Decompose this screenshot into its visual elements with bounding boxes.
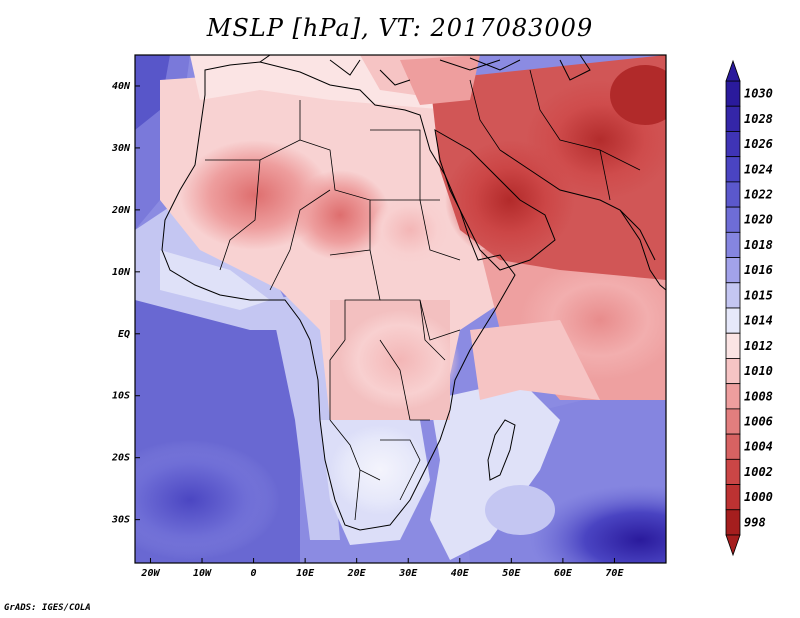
lat-tick-label: 30S	[111, 515, 130, 526]
lon-tick-label: 50E	[502, 568, 521, 579]
colorbar-swatch	[725, 332, 741, 359]
lon-tick-label: 20E	[347, 568, 367, 579]
colorbar-label: 1018	[744, 238, 773, 252]
lon-tick-label: 60E	[554, 568, 573, 579]
colorbar-label: 1006	[744, 415, 773, 429]
footer-credit: GrADS: IGES/COLA	[4, 603, 91, 613]
colorbar-label: 1004	[744, 440, 773, 454]
colorbar-bottom-arrow	[725, 534, 741, 557]
colorbar-swatch	[725, 484, 741, 511]
colorbar-label: 1022	[744, 188, 773, 202]
lon-tick-label: 10W	[193, 568, 212, 579]
lat-tick-label: 30N	[111, 143, 131, 154]
country-borders	[205, 69, 641, 521]
colorbar-swatch	[725, 80, 741, 107]
lon-tick-label: 10E	[296, 568, 315, 579]
colorbar-label: 1014	[744, 314, 773, 328]
colorbar-swatch	[725, 383, 741, 410]
lon-tick-label: 20W	[140, 568, 160, 579]
lon-tick-label: 30E	[398, 568, 418, 579]
lat-tick-label: EQ	[118, 329, 130, 340]
colorbar-label: 1028	[744, 112, 773, 126]
lat-tick-label: 10N	[112, 267, 131, 278]
lat-tick-label: 40N	[112, 81, 131, 92]
coastlines	[161, 55, 666, 531]
colorbar-swatch	[725, 509, 741, 536]
lon-tick-label: 70E	[605, 568, 624, 579]
pressure-field	[135, 55, 666, 563]
colorbar-label: 1030	[744, 87, 773, 101]
colorbar-label: 1026	[744, 137, 773, 151]
colorbar-label: 998	[744, 515, 766, 529]
colorbar: 1030 1028 1026 1024 1022 1020 1018 1016 1015 1014…	[725, 59, 773, 557]
lat-tick-label: 20S	[111, 453, 130, 464]
colorbar-swatch	[725, 181, 741, 208]
colorbar-swatch	[725, 433, 741, 460]
colorbar-label: 1010	[744, 364, 773, 378]
colorbar-label: 1008	[744, 389, 773, 403]
lon-tick-label: 40E	[451, 568, 470, 579]
plot-frame	[134, 54, 667, 564]
longitude-axis: 20W 10W 0 10E 20E 30E 40E 50E 60E 70E	[140, 558, 624, 579]
lon-tick-label: 0	[251, 568, 257, 579]
colorbar-label: 1016	[744, 263, 773, 277]
colorbar-label: 1012	[744, 339, 773, 353]
colorbar-swatch	[725, 307, 741, 334]
colorbar-swatch	[725, 257, 741, 284]
colorbar-swatch	[725, 408, 741, 435]
latitude-axis: 40N 30N 20N 10N EQ 10S 20S 30S	[111, 81, 140, 526]
colorbar-swatch	[725, 458, 741, 485]
colorbar-label: 1002	[744, 465, 773, 479]
colorbar-label: 1024	[744, 162, 773, 176]
colorbar-label: 1000	[744, 490, 773, 504]
colorbar-swatch	[725, 105, 741, 132]
map-title: MSLP [hPa], VT: 2017083009	[206, 14, 594, 42]
colorbar-swatch	[725, 358, 741, 385]
colorbar-label: 1020	[744, 213, 773, 227]
colorbar-swatch	[725, 206, 741, 233]
colorbar-swatch	[725, 131, 741, 158]
lat-tick-label: 20N	[111, 205, 131, 216]
colorbar-swatch	[725, 156, 741, 183]
colorbar-swatch	[725, 282, 741, 309]
colorbar-label: 1015	[744, 288, 773, 302]
colorbar-swatch	[725, 231, 741, 258]
colorbar-top-arrow	[725, 59, 741, 82]
lat-tick-label: 10S	[112, 391, 130, 402]
